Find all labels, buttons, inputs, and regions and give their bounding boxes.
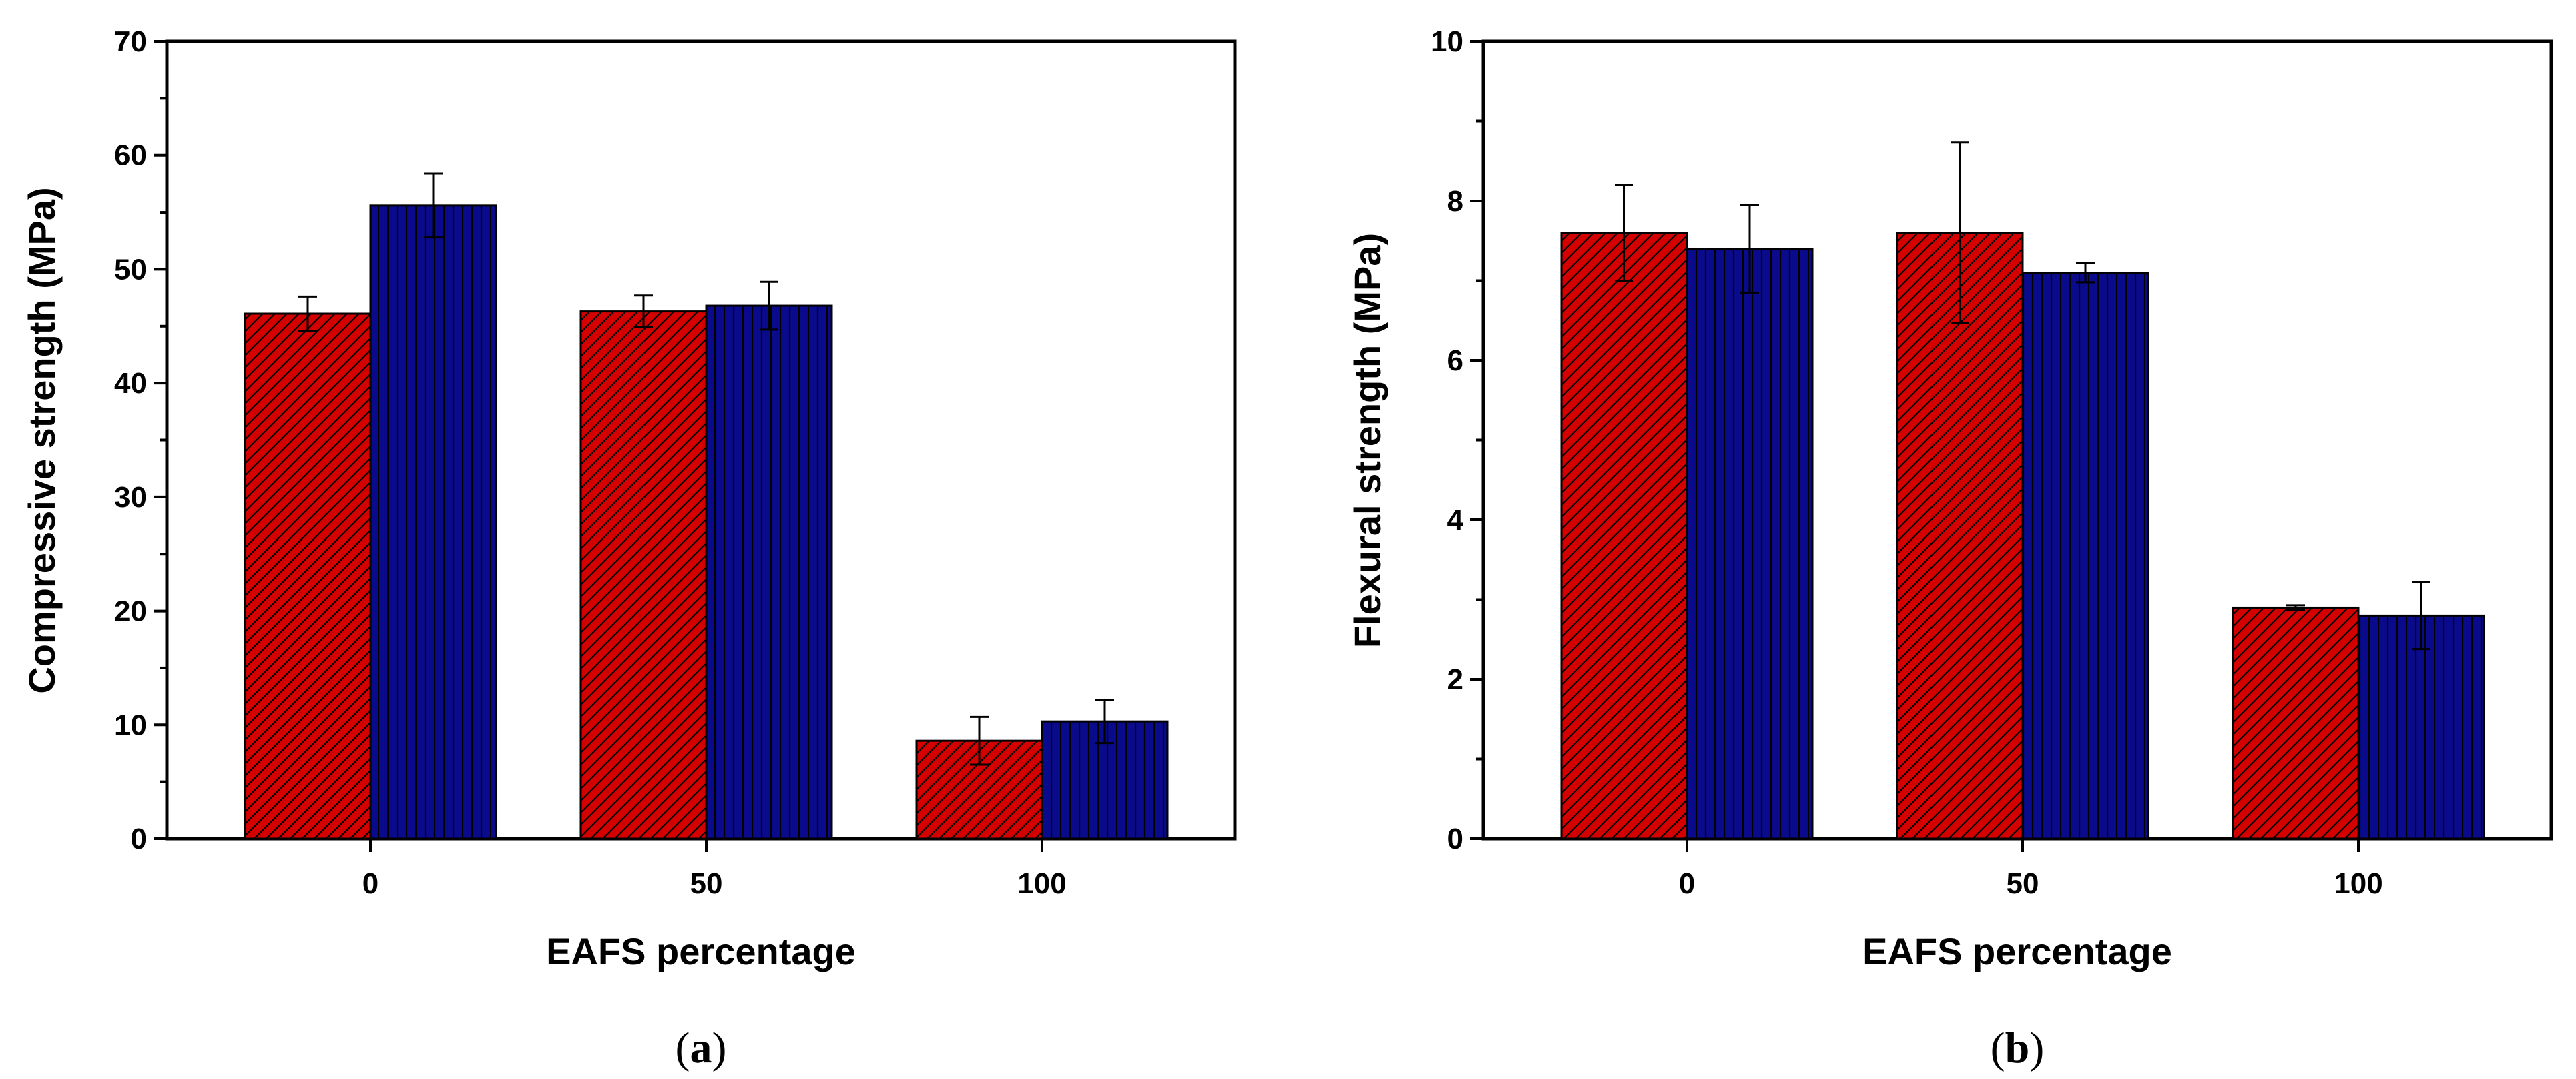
y-tick-label: 10: [1431, 25, 1463, 58]
bar-series-2: [2357, 614, 2485, 840]
bar-series-1: [1896, 232, 2024, 840]
bar-series-1: [2232, 606, 2360, 840]
bar-series-1: [1560, 232, 1688, 840]
y-axis-title: Compressive strength (MPa): [21, 187, 63, 693]
x-axis-title: EAFS percentage: [1862, 930, 2172, 972]
y-tick-label: 40: [114, 367, 147, 400]
bars: [1560, 141, 2485, 840]
y-tick-label: 0: [1447, 823, 1463, 855]
y-tick-label: 10: [114, 709, 147, 741]
y-tick-label: 0: [131, 823, 147, 855]
y-tick-label: 70: [114, 25, 147, 58]
x-axis-title: EAFS percentage: [546, 930, 856, 972]
bars: [244, 172, 1169, 840]
y-axis: 0 10 20 30 40 50 60 70: [114, 25, 167, 855]
panel-label: (b): [1991, 1024, 2045, 1072]
y-tick-label: 30: [114, 481, 147, 514]
y-tick-label: 50: [114, 253, 147, 286]
y-tick-label: 8: [1447, 185, 1463, 218]
y-tick-label: 6: [1447, 344, 1463, 377]
x-tick-label: 0: [1679, 867, 1695, 900]
bar-series-1: [244, 312, 372, 840]
y-tick-label: 60: [114, 139, 147, 172]
y-tick-label: 2: [1447, 663, 1463, 696]
x-tick-label: 100: [2334, 867, 2382, 900]
y-axis: 0 2 4 6 8 10: [1431, 25, 1483, 855]
x-tick-label: 50: [690, 867, 723, 900]
x-tick-label: 50: [2007, 867, 2039, 900]
x-axis: 0 50 100: [362, 839, 1067, 900]
panel-letter: b: [2005, 1024, 2030, 1072]
panel-letter: a: [690, 1024, 712, 1072]
bar-series-2: [1686, 248, 1814, 840]
x-tick-label: 0: [362, 867, 378, 900]
bar-series-2: [2021, 272, 2149, 840]
bar-series-2: [705, 304, 833, 840]
x-axis: 0 50 100: [1679, 839, 2383, 900]
x-tick-label: 100: [1017, 867, 1066, 900]
y-axis-title: Flexural strength (MPa): [1346, 233, 1388, 648]
bar-series-1: [579, 310, 708, 840]
chart-panel-b: 0 2 4 6 8 10 0 50 100 EAFS percentage Flexural …: [1346, 25, 2553, 1072]
bar-series-2: [369, 204, 497, 840]
chart-panel-a: 0 10 20 30 40 50 60 70 0 50 100 EAFS percentage C…: [21, 25, 1237, 1072]
y-tick-label: 4: [1447, 504, 1464, 536]
panel-label: (a): [676, 1024, 727, 1072]
y-tick-label: 20: [114, 595, 147, 628]
